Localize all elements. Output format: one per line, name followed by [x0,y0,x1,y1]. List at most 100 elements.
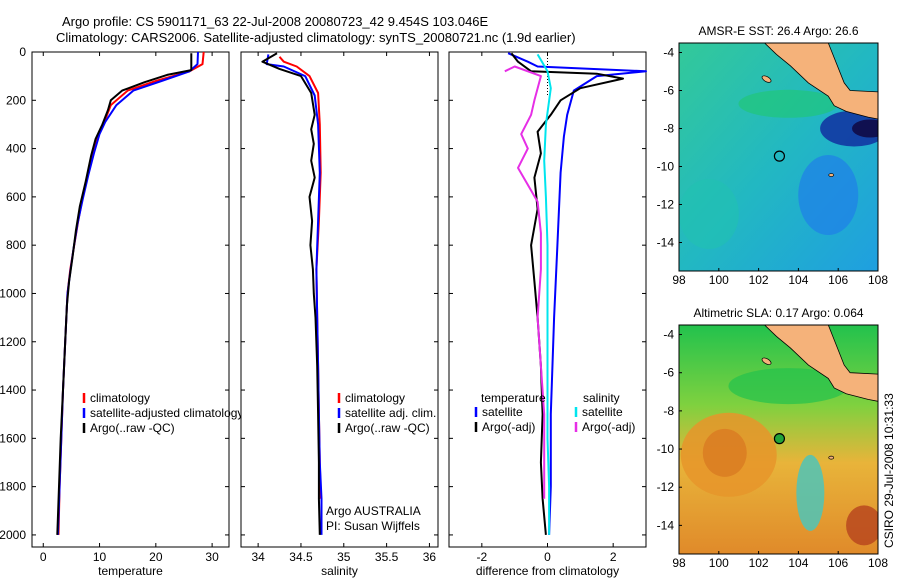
coastal-band [728,368,849,405]
y-tick-label: 1400 [0,383,26,397]
y-tick-label: -8 [663,404,674,418]
y-tick-label: -4 [663,46,674,60]
y-tick-label: -8 [663,122,674,136]
plot-frame [240,51,439,548]
cool-patch [798,155,859,235]
x-tick-label: 108 [868,556,888,570]
land-sumatra-java [764,325,878,402]
legend-header: temperature [481,391,546,405]
y-tick-label: -12 [657,480,675,494]
series-line-3 [536,53,552,535]
x-tick-label: 106 [828,556,848,570]
x-tick-label: 0 [40,550,47,564]
map-panel-2: Altimetric SLA: 0.17 Argo: 0.064 98 100 102… [657,306,889,570]
y-tick-label: 800 [6,238,26,252]
side-label: CSIRO 29-Jul-2008 10:31:33 [882,393,896,548]
y-tick-label: -14 [657,518,675,532]
x-tick-label: 36 [423,550,437,564]
header-line-2: Climatology: CARS2006. Satellite-adjuste… [56,30,576,45]
x-tick-label: 100 [709,273,729,287]
cold-core [852,119,878,138]
low-sla-tongue [796,454,825,531]
cold-anomaly [820,110,878,147]
x-tick-label: 30 [205,550,219,564]
x-tick-label: 10 [93,550,107,564]
map-panel-1: AMSR-E SST: 26.4 Argo: 26.6 98 100 102 104 10… [657,24,889,287]
argo-position-marker [773,433,786,445]
legend-label: Argo(-adj) [582,420,635,434]
y-tick-label: -6 [663,366,674,380]
annotation-text: Argo AUSTRALIA [326,504,421,518]
y-tick-label: 1800 [0,480,26,494]
map-title: Altimetric SLA: 0.17 Argo: 0.064 [693,306,863,320]
argo-position-marker [773,150,786,162]
map-title: AMSR-E SST: 26.4 Argo: 26.6 [698,24,858,38]
island-christmas [828,173,835,177]
y-tick-label: 1200 [0,335,26,349]
island-enggano [761,357,772,365]
y-tick-label: 200 [6,93,26,107]
x-tick-label: 98 [672,273,686,287]
x-tick-label: 106 [828,273,848,287]
y-tick-label: 1600 [0,431,26,445]
warm-patch [679,179,739,249]
high-sla-corner [846,505,878,546]
x-tick-label: 34.5 [289,550,313,564]
x-tick-label: 20 [149,550,163,564]
x-tick-label: 35.5 [375,550,399,564]
x-tick-label: 35 [337,550,351,564]
y-tick-label: 1000 [0,286,26,300]
x-tick-label: 102 [749,556,769,570]
profile-panel-2: 34 34.5 35 35.5 36 salinity climatologysatelli… [240,51,439,578]
map-frame [678,324,879,555]
x-tick-label: 108 [868,273,888,287]
legend-header: salinity [583,391,620,405]
y-tick-label: -10 [657,160,675,174]
legend-label: satellite [582,405,623,419]
high-sla-core [702,428,747,477]
y-tick-label: -10 [657,442,675,456]
legend-label: satellite [482,405,523,419]
x-axis-label: difference from climatology [476,564,619,578]
annotation-text: PI: Susan Wijffels [326,519,420,533]
y-tick-label: 400 [6,142,26,156]
y-tick-label: 600 [6,190,26,204]
island-christmas [828,455,835,460]
legend-label: satellite adj. clim. [345,406,436,420]
series-line-3 [56,53,193,535]
x-tick-label: 100 [709,556,729,570]
x-tick-label: 34 [251,550,265,564]
y-tick-label: -6 [663,84,674,98]
x-tick-label: 104 [788,556,808,570]
x-axis-label: temperature [98,564,163,578]
legend-label: Argo(-adj) [482,420,535,434]
legend-label: Argo(..raw -QC) [90,421,175,435]
series-line-1 [507,52,647,535]
map-field [679,43,878,271]
y-tick-label: -4 [663,328,674,342]
y-tick-label: -12 [657,198,675,212]
profile-plots: 0 10 20 30 0 200 400 600 800 1000 1200 1400 1600 1800… [0,45,647,578]
y-tick-label: -14 [657,236,675,250]
map-frame [678,42,879,272]
map-panels: AMSR-E SST: 26.4 Argo: 26.6 98 100 102 104 10… [657,24,889,570]
land-sumatra-java [764,43,878,120]
y-tick-label: 0 [19,45,26,59]
plot-frame [31,51,230,548]
legend-label: climatology [345,391,405,405]
coastal-band [738,89,839,118]
header-line-1: Argo profile: CS 5901171_63 22-Jul-2008 … [62,14,489,29]
series-line-2 [510,52,624,535]
legend-label: satellite-adjusted climatology [90,406,243,420]
island-enggano [761,75,772,83]
map-field [679,325,878,554]
x-axis-label: salinity [321,564,358,578]
legend-label: climatology [90,391,150,405]
series-line-4 [504,65,546,499]
x-tick-label: 104 [788,273,808,287]
x-tick-label: 0 [544,550,551,564]
x-tick-label: -2 [476,550,487,564]
legend-label: Argo(..raw -QC) [345,421,430,435]
